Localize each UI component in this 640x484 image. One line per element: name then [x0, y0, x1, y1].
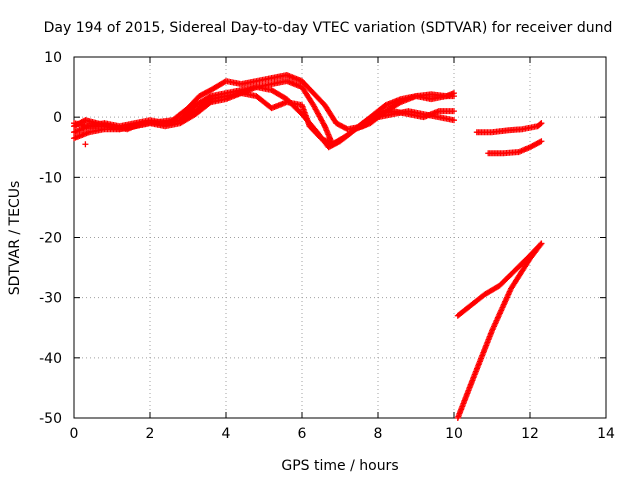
- data-point-marker: [538, 120, 545, 127]
- plot-area: [71, 72, 545, 421]
- data-series: [485, 138, 545, 157]
- x-tick-label: 2: [146, 426, 155, 442]
- x-tick-label: 0: [70, 426, 79, 442]
- data-point-marker: [206, 100, 213, 107]
- grid: [74, 57, 606, 418]
- y-tick-label: 10: [44, 50, 62, 66]
- data-point-marker: [451, 93, 457, 100]
- data-point-marker: [538, 240, 545, 247]
- y-tick-label: -10: [39, 170, 62, 186]
- x-tick-label: 10: [445, 426, 463, 442]
- x-tick-label: 6: [298, 426, 307, 442]
- data-point-marker: [537, 138, 544, 145]
- data-point-marker: [451, 117, 457, 124]
- data-point-marker: [538, 138, 545, 145]
- x-tick-label: 14: [597, 426, 615, 442]
- x-tick-label: 12: [521, 426, 539, 442]
- axes: 0 2 4 6 8 10 12 14 10 0 -10 -20 -30 -40 -50: [39, 50, 615, 442]
- data-series: [473, 120, 545, 136]
- chart-title: Day 194 of 2015, Sidereal Day-to-day VTE…: [44, 20, 613, 36]
- y-tick-label: -40: [39, 351, 62, 367]
- y-tick-label: -20: [39, 231, 62, 247]
- y-tick-label: -30: [39, 291, 62, 307]
- y-axis-label: SDTVAR / TECUs: [7, 181, 23, 296]
- data-point-marker: [537, 120, 544, 127]
- data-series: [71, 90, 457, 148]
- x-tick-label: 8: [374, 426, 383, 442]
- data-point-marker: [82, 141, 89, 148]
- x-axis-label: GPS time / hours: [281, 458, 398, 474]
- y-tick-label: 0: [53, 110, 62, 126]
- data-point-marker: [537, 241, 544, 248]
- data-point-marker: [451, 108, 457, 115]
- x-tick-label: 4: [222, 426, 231, 442]
- data-point-marker: [373, 111, 380, 118]
- y-tick-label: -50: [39, 411, 62, 427]
- data-series: [454, 240, 545, 421]
- data-series: [71, 84, 457, 151]
- data-series: [82, 141, 89, 148]
